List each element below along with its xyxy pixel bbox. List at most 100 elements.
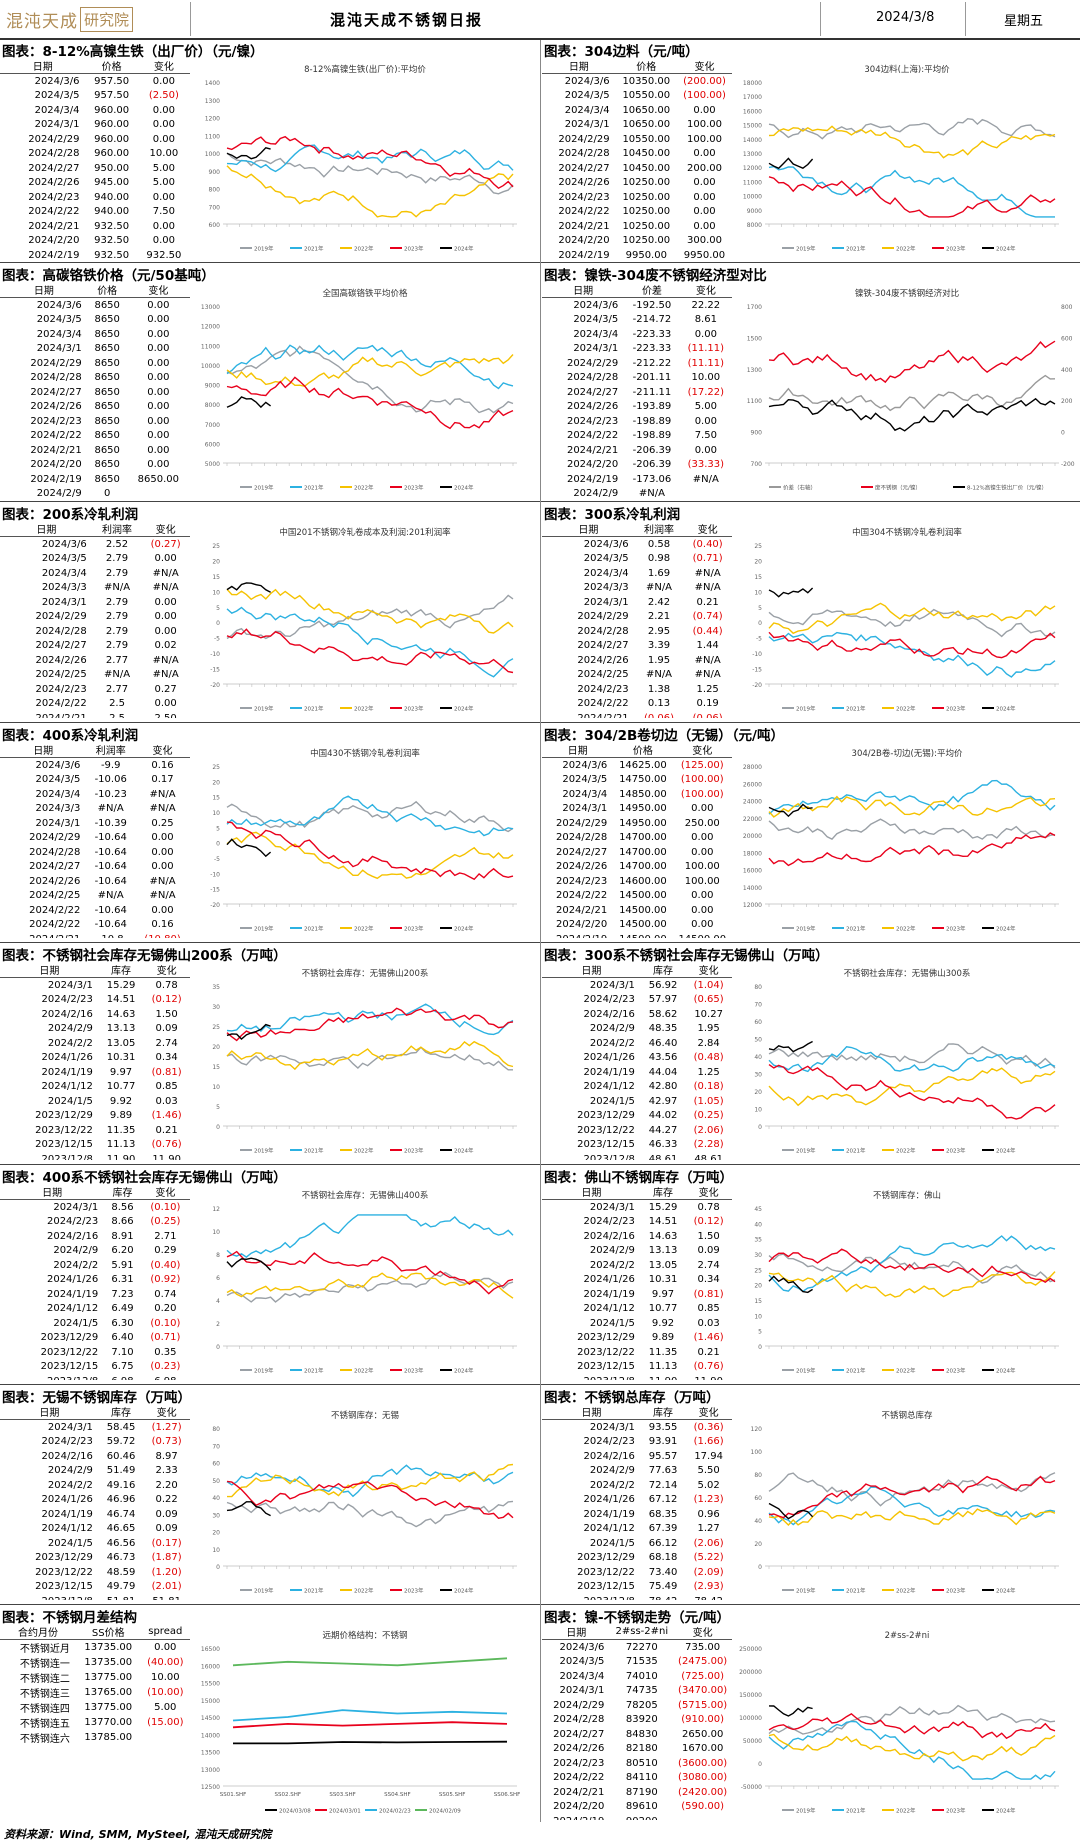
table-header: 日期 库存 变化 <box>0 1404 190 1420</box>
chart-svg: 2#ss-2#ni 250000 200000 150000 100000 50000 0 -… <box>739 1631 1059 1815</box>
row-date: 2024/3/6 <box>34 75 80 87</box>
column-header: 利润率 <box>634 521 684 537</box>
chart-area: 不锈钢社会库存：无锡佛山300系 80 70 60 50 40 30 20 10 0 2019年 20… <box>737 962 1077 1156</box>
table-row: 2024/2/23 57.97 (0.65) <box>542 993 732 1008</box>
row-date: 2024/3/1 <box>34 119 80 131</box>
row-date: 2024/2/21 <box>558 220 610 232</box>
row-date: 2024/2/28 <box>577 625 629 637</box>
row-date: 2023/12/29 <box>577 1552 635 1564</box>
table-row: 2024/2/19 -173.06 #N/A <box>542 472 732 487</box>
table-row: 2024/1/26 46.96 0.22 <box>0 1493 190 1508</box>
y-tick-label: 0 <box>216 1564 220 1571</box>
row-value: 6.98 <box>104 1374 140 1380</box>
row-change: (0.81) <box>151 1066 182 1078</box>
row-value: 42.80 <box>648 1081 678 1093</box>
row-value: 960.00 <box>94 119 130 131</box>
row-date: 2023/12/8 <box>542 1374 641 1380</box>
row-date: 2024/2/26 <box>555 861 608 873</box>
row-value: 68.35 <box>648 1508 678 1520</box>
y-tick-label: 12 <box>212 1206 220 1213</box>
row-change: #N/A <box>152 582 179 594</box>
table-row: 2024/2/22 84110 (3080.00) <box>542 1771 732 1786</box>
table-row: 2024/1/12 10.77 0.85 <box>542 1302 732 1317</box>
table-row: 2024/3/1 960.00 0.00 <box>0 118 190 133</box>
row-change: 0.00 <box>152 191 175 203</box>
row-date: 2024/2/27 <box>553 1728 605 1740</box>
row-value: 13775.00 <box>84 1702 133 1713</box>
row-value: 14850.00 <box>619 788 667 800</box>
table-header: 日期 价格 变化 <box>0 282 190 298</box>
row-change: 0.00 <box>693 220 716 232</box>
trend-line <box>226 345 514 414</box>
chart-svg: 不锈钢库存：无锡 80 70 60 50 40 30 20 10 0 2019年 2021年 2022年… <box>212 1410 517 1595</box>
table-row: 2024/2/23 14600.00 100.00 <box>542 874 732 889</box>
row-change: (0.10) <box>150 1317 181 1329</box>
table-row: 2024/2/9 0 <box>0 487 190 497</box>
y-tick-label: -20 <box>210 902 220 909</box>
table-row: 2024/3/5 -10.06 0.17 <box>0 773 190 788</box>
row-change: (0.25) <box>150 1216 181 1228</box>
trend-line <box>226 1464 514 1498</box>
panel-title: 图表：400系冷轧利润 <box>2 728 139 744</box>
column-header: 价格 <box>87 282 127 298</box>
row-value: 3.39 <box>647 640 671 652</box>
panel-p14: 图表：不锈钢总库存（万吨） 日期 库存 变化 2024/3/1 93.55 (0.36) 20… <box>542 1386 1080 1600</box>
row-change <box>673 1814 732 1820</box>
row-value: 44.02 <box>648 1110 678 1122</box>
row-change: 0.00 <box>147 314 170 326</box>
table-row: 2024/1/5 46.56 (0.17) <box>0 1536 190 1551</box>
table-row: 2024/3/6 957.50 0.00 <box>0 74 190 89</box>
row-date: 2024/1/19 <box>41 1508 93 1520</box>
row-date: 2023/12/8 <box>41 1153 93 1160</box>
table-row: 2024/2/28 83920 (910.00) <box>542 1713 732 1728</box>
legend-label: 2023年 <box>946 705 966 713</box>
legend-label: 2022年 <box>896 1807 916 1815</box>
table-header: 日期 库存 变化 <box>0 962 190 978</box>
row-value: 82180 <box>625 1743 658 1755</box>
row-date: 2024/2/22 <box>35 698 87 710</box>
data-table: 日期 库存 变化 2024/3/1 56.92 (1.04) 2024/2/23 57.97(… <box>542 962 732 1160</box>
y-tick-label: 0 <box>216 1124 220 1131</box>
row-value: 8650 <box>94 401 120 413</box>
row-value: 2.5 <box>109 698 125 710</box>
row-value: 8650 <box>94 328 120 340</box>
row-date: 2024/2/23 <box>583 1436 635 1448</box>
row-date: 2024/2/2 <box>47 1037 93 1049</box>
row-date: 2024/2/9 <box>589 1023 635 1035</box>
row-change: (0.27) <box>150 538 181 550</box>
row-date: 2024/1/12 <box>583 1081 635 1093</box>
legend-label: 2023年 <box>404 1367 424 1375</box>
legend-label: 2022年 <box>354 1367 374 1375</box>
row-value: 10650.00 <box>622 119 671 131</box>
row-value: 6.40 <box>111 1332 134 1344</box>
row-date: 2024/2/2 <box>589 1479 635 1491</box>
legend-label: 2019年 <box>254 1587 274 1595</box>
table-header: 日期 利润率 变化 <box>0 742 190 758</box>
row-change: 0.22 <box>155 1494 178 1506</box>
panel-title: 图表：不锈钢月差结构 <box>2 1610 137 1626</box>
row-value: 46.65 <box>106 1523 136 1535</box>
panel-title: 图表：400系不锈钢社会库存无锡佛山（万吨） <box>2 1170 287 1186</box>
table-row: 2024/2/28 2.95 (0.44) <box>542 624 732 639</box>
row-value: 14500.00 <box>619 904 667 916</box>
trend-line <box>226 1023 271 1040</box>
row-change: 0.85 <box>697 1303 720 1315</box>
row-date: 2024/2/9 <box>53 1245 99 1257</box>
table-row: 2024/3/6 -192.50 22.22 <box>542 298 732 313</box>
row-change: (33.33) <box>687 459 725 471</box>
row-change: 0.02 <box>154 640 177 652</box>
row-value: 77.63 <box>648 1465 678 1477</box>
data-table: 日期 价格 变化 2024/3/6 10350.00 (200.00) 2024/3/5 10… <box>542 58 732 258</box>
row-value: (0.06) <box>635 711 684 718</box>
trend-line <box>768 374 1056 412</box>
row-change: (2.06) <box>693 1537 724 1549</box>
row-date: 2024/2/2 <box>589 1037 635 1049</box>
row-date: 2024/3/1 <box>589 1421 635 1433</box>
chart-area: 不锈钢社会库存：无锡佛山200系 35 30 25 20 15 10 5 0 2019年 2021年… <box>195 962 535 1156</box>
column-header: 变化 <box>672 742 732 758</box>
trend-line <box>768 608 1056 638</box>
chart-title: 中国430不锈钢冷轧卷利润率 <box>310 748 420 759</box>
row-date: 2024/3/5 <box>562 774 608 786</box>
row-value: 13.05 <box>106 1037 136 1049</box>
